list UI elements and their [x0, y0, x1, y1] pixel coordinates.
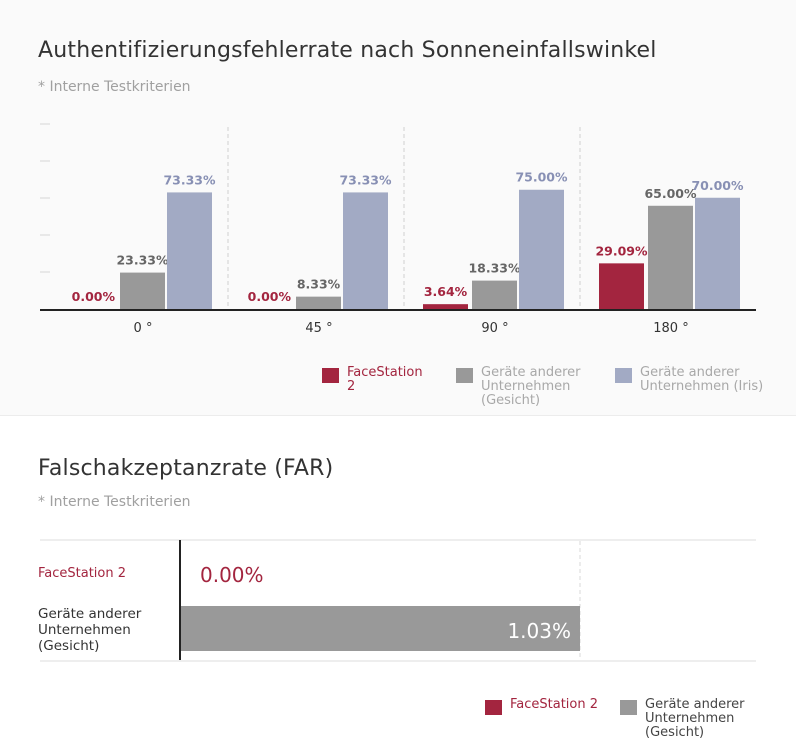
bar: [519, 189, 564, 310]
legend-label: Geräte anderer Unternehmen (Iris): [640, 365, 764, 394]
data-label: 18.33%: [468, 261, 521, 276]
bar: [296, 296, 341, 310]
legend-swatch: [322, 368, 339, 383]
bar: [343, 192, 388, 310]
legend-item: Geräte anderer Unternehmen (Gesicht): [456, 366, 593, 408]
legend-label: Geräte anderer Unternehmen (Gesicht): [481, 365, 581, 408]
legend-item: Geräte anderer Unternehmen (Iris): [615, 366, 774, 394]
chart2-subtitle: * Interne Testkriterien: [38, 494, 191, 510]
data-label: 70.00%: [691, 178, 744, 193]
data-label: 23.33%: [116, 253, 169, 268]
legend-item: FaceStation 2: [485, 698, 598, 715]
bar: [472, 280, 517, 310]
legend-swatch: [456, 368, 473, 383]
far-bar: [180, 606, 580, 651]
auth-error-chart: 0.00% 23.33% 73.33% 0 ° 0.00% 8.33% 73.33% 45 °…: [40, 123, 756, 336]
x-tick-label: 180 °: [653, 321, 688, 336]
legend-item: Geräte anderer Unternehmen (Gesicht): [620, 698, 757, 740]
legend-label: Geräte anderer Unternehmen (Gesicht): [645, 697, 745, 740]
legend-label: FaceStation 2: [347, 365, 423, 394]
far-data-label: 1.03%: [507, 619, 571, 643]
legend-swatch: [620, 700, 638, 715]
data-label: 65.00%: [644, 186, 697, 201]
legend-swatch: [485, 700, 502, 715]
chart2-title: Falschakzeptanzrate (FAR): [38, 456, 334, 481]
legend-label: FaceStation 2: [510, 697, 599, 712]
legend-item: FaceStation 2: [322, 366, 434, 394]
data-label: 0.00%: [72, 289, 116, 304]
bar: [695, 197, 740, 310]
data-label: 0.00%: [248, 289, 292, 304]
bar: [167, 192, 212, 310]
chart2-legend: FaceStation 2 Geräte anderer Unternehmen …: [485, 698, 779, 740]
data-label: 73.33%: [163, 172, 216, 187]
bar: [599, 263, 644, 310]
far-row-label-facestation: FaceStation 2: [38, 566, 127, 581]
x-tick-label: 0 °: [134, 321, 153, 336]
far-row-label-other-face: Geräte anderer Unternehmen (Gesicht): [38, 606, 142, 654]
chart1-legend: FaceStation 2 Geräte anderer Unternehmen …: [322, 366, 796, 408]
x-tick-label: 90 °: [481, 321, 508, 336]
data-label: 73.33%: [339, 172, 392, 187]
bar: [120, 272, 165, 310]
far-data-label: 0.00%: [200, 563, 264, 587]
x-tick-label: 45 °: [305, 321, 332, 336]
data-label: 8.33%: [297, 277, 341, 292]
bar: [423, 304, 468, 310]
bar: [648, 205, 693, 310]
data-label: 3.64%: [424, 284, 468, 299]
chart1-title: Authentifizierungsfehlerrate nach Sonnen…: [38, 38, 657, 63]
data-label: 29.09%: [595, 243, 648, 258]
legend-swatch: [615, 368, 632, 383]
chart1-subtitle: * Interne Testkriterien: [38, 79, 191, 95]
data-label: 75.00%: [515, 170, 568, 185]
